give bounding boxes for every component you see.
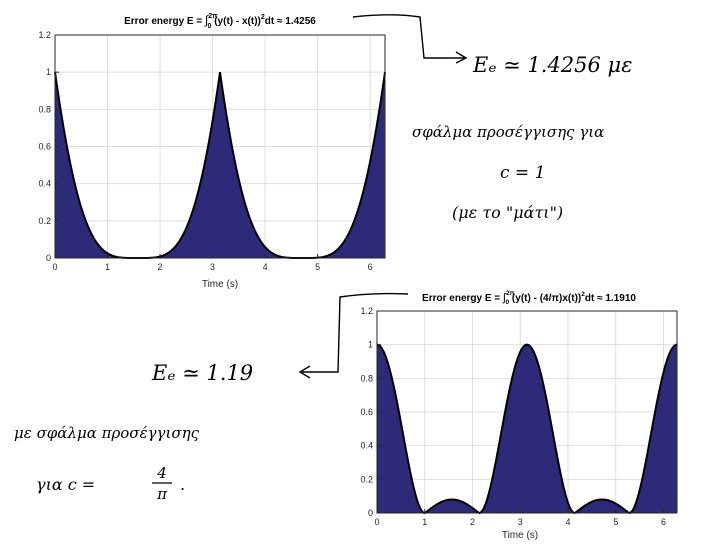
chart-1-ytick-label: 0.2	[38, 216, 51, 226]
chart-1-ytick-label: 0.8	[38, 104, 51, 114]
chart-2-plot-area: 0 1 2 3 4 5 6 0 0.2 0.4 0.6 0.8 1 1.2	[360, 306, 677, 527]
chart-2-xtick-label: 6	[661, 517, 666, 527]
chart-2-xtick-label: 2	[470, 517, 475, 527]
chart-2-xtick-label: 5	[613, 517, 618, 527]
chart-1-xlabel: Time (s)	[202, 279, 238, 290]
chart-2-ytick-label: 0.6	[360, 407, 373, 417]
top-note-approx: σφάλμα προσέγγισης για	[412, 123, 604, 141]
chart-1-xtick-label: 6	[368, 262, 373, 272]
chart-1-ytick-label: 0	[46, 253, 51, 263]
top-note-paren: (με το "μάτι")	[452, 203, 563, 222]
chart-2-ytick-label: 0.8	[360, 373, 373, 383]
chart-1-ytick-label: 0.6	[38, 142, 51, 152]
chart-1-xtick-label: 0	[52, 262, 57, 272]
chart-1-xtick-label: 2	[158, 262, 163, 272]
top-note-c: c = 1	[500, 163, 545, 183]
chart-2-ytick-label: 0.2	[360, 474, 373, 484]
chart-2-xtick-label: 1	[422, 517, 427, 527]
chart-2-ytick-label: 0	[368, 508, 373, 518]
chart-1-xtick-label: 3	[210, 262, 215, 272]
bottom-note-frac-num: 4	[156, 464, 167, 482]
chart-1-ytick-label: 1.2	[38, 30, 51, 40]
chart-2-ytick-label: 1.2	[360, 306, 373, 316]
chart-1-xtick-label: 4	[263, 262, 268, 272]
chart-1-ytick-label: 0.4	[38, 179, 51, 189]
bottom-note-period: .	[180, 475, 185, 494]
chart-1-plot-area: 0 1 2 3 4 5 6 0 0.2 0.4 0.6 0.8 1 1.2	[38, 30, 385, 272]
chart-2-xtick-label: 3	[518, 517, 523, 527]
bottom-note-c: για c =	[36, 475, 95, 494]
bottom-note-energy: Eₑ ≃ 1.19	[151, 361, 253, 385]
handwritten-bottom-note: Eₑ ≃ 1.19 με σφάλμα προσέγγισης για c = …	[14, 294, 408, 503]
chart-2-xtick-label: 0	[374, 517, 379, 527]
chart-2-xlabel: Time (s)	[502, 530, 538, 540]
chart-1-xtick-label: 5	[315, 262, 320, 272]
chart-1-ytick-label: 1	[46, 67, 51, 77]
chart-2-xtick-label: 4	[565, 517, 570, 527]
top-note-energy: Eₑ ≃ 1.4256 με	[472, 53, 632, 77]
chart-1-xtick-label: 1	[105, 262, 110, 272]
handwritten-top-note: Eₑ ≃ 1.4256 με σφάλμα προσέγγισης για c …	[353, 15, 632, 222]
chart-2-ytick-label: 0.4	[360, 441, 373, 451]
bottom-note-frac-den: π	[156, 485, 168, 503]
bottom-note-approx: με σφάλμα προσέγγισης	[14, 424, 200, 442]
chart-2-ytick-label: 1	[368, 340, 373, 350]
